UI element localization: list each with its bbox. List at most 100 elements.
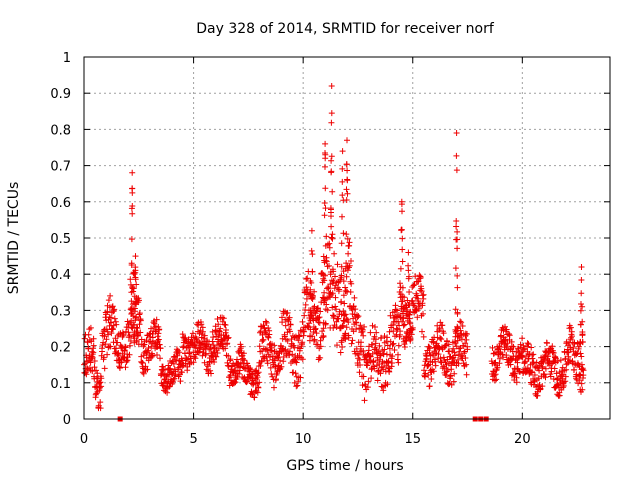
data-point bbox=[346, 239, 353, 246]
data-point bbox=[358, 339, 364, 346]
data-point bbox=[254, 389, 261, 396]
data-point bbox=[457, 318, 464, 325]
data-point bbox=[384, 381, 391, 388]
data-point bbox=[445, 341, 452, 348]
spike-point bbox=[343, 260, 350, 267]
spike-peak-point bbox=[308, 227, 315, 234]
data-point bbox=[348, 258, 354, 264]
data-point bbox=[456, 348, 463, 355]
data-point bbox=[340, 308, 347, 315]
spike-point bbox=[327, 324, 334, 331]
data-point bbox=[91, 358, 98, 364]
data-point bbox=[155, 330, 162, 337]
data-point bbox=[225, 334, 232, 341]
data-point bbox=[369, 341, 376, 348]
data-point bbox=[336, 286, 343, 293]
data-point bbox=[414, 292, 420, 299]
spike-point bbox=[577, 321, 584, 328]
y-tick-label: 0.2 bbox=[50, 341, 71, 356]
data-point bbox=[548, 368, 555, 375]
data-point bbox=[265, 325, 272, 331]
data-point bbox=[85, 331, 92, 338]
data-point bbox=[303, 276, 310, 282]
data-point bbox=[178, 369, 185, 376]
spike-point bbox=[130, 321, 137, 328]
spike-point bbox=[128, 236, 135, 243]
data-point bbox=[251, 394, 258, 401]
data-point bbox=[136, 311, 143, 318]
spike-peak-point bbox=[405, 249, 412, 256]
spike-point bbox=[129, 210, 136, 217]
data-point bbox=[528, 344, 535, 351]
spike-point bbox=[399, 258, 406, 265]
data-point bbox=[97, 405, 104, 412]
data-point bbox=[507, 361, 514, 368]
data-point bbox=[459, 323, 466, 329]
data-point bbox=[203, 350, 209, 357]
data-point bbox=[227, 356, 234, 363]
data-point bbox=[430, 368, 437, 375]
data-point bbox=[247, 366, 254, 373]
data-point bbox=[503, 352, 510, 359]
spike-point bbox=[343, 197, 350, 203]
data-point bbox=[571, 366, 578, 373]
spike-point bbox=[329, 280, 336, 287]
data-point bbox=[367, 329, 374, 336]
spike-point bbox=[579, 303, 586, 310]
y-axis-label: SRMTID / TECUs bbox=[6, 182, 22, 295]
spike-point bbox=[452, 265, 459, 272]
data-point bbox=[359, 382, 366, 389]
data-point bbox=[157, 345, 164, 352]
data-point bbox=[145, 345, 152, 351]
data-point bbox=[268, 347, 275, 354]
data-point bbox=[343, 324, 350, 331]
data-point bbox=[313, 330, 320, 337]
data-point bbox=[271, 384, 277, 391]
data-point bbox=[222, 345, 229, 352]
data-point bbox=[353, 326, 360, 333]
x-tick-label: 5 bbox=[189, 432, 197, 447]
spike-point bbox=[133, 337, 140, 344]
data-point bbox=[369, 350, 376, 357]
data-point bbox=[419, 302, 426, 309]
data-point bbox=[280, 354, 287, 360]
data-point bbox=[286, 314, 293, 321]
data-point bbox=[130, 288, 137, 295]
data-point bbox=[284, 337, 291, 344]
data-point bbox=[450, 345, 457, 352]
data-point bbox=[499, 351, 506, 358]
data-point bbox=[262, 318, 269, 325]
data-point bbox=[115, 352, 122, 359]
data-point bbox=[302, 301, 309, 308]
spike-peak-point bbox=[322, 140, 329, 147]
data-point bbox=[199, 328, 206, 335]
data-point bbox=[381, 346, 388, 353]
data-point bbox=[323, 233, 330, 240]
spike-point bbox=[406, 273, 412, 280]
data-point bbox=[220, 315, 227, 322]
data-point bbox=[380, 350, 387, 357]
spike-point bbox=[320, 325, 327, 332]
spike-point bbox=[343, 186, 350, 193]
data-point bbox=[299, 318, 306, 325]
data-point bbox=[109, 303, 116, 310]
spike-point bbox=[453, 236, 460, 243]
data-point bbox=[100, 354, 107, 361]
data-point bbox=[187, 353, 194, 360]
data-point bbox=[210, 334, 217, 341]
spike-point bbox=[307, 309, 314, 316]
spike-point bbox=[342, 311, 349, 318]
data-point bbox=[425, 372, 432, 378]
spike-point bbox=[321, 257, 328, 264]
data-point bbox=[225, 353, 232, 359]
data-point bbox=[513, 348, 520, 355]
data-point bbox=[448, 366, 455, 373]
data-point bbox=[368, 375, 375, 382]
data-point bbox=[390, 328, 397, 335]
data-point bbox=[280, 358, 287, 365]
spike-point bbox=[329, 188, 336, 195]
data-point bbox=[282, 322, 289, 329]
data-point bbox=[207, 367, 214, 374]
data-point bbox=[264, 360, 271, 367]
data-point bbox=[254, 374, 261, 381]
